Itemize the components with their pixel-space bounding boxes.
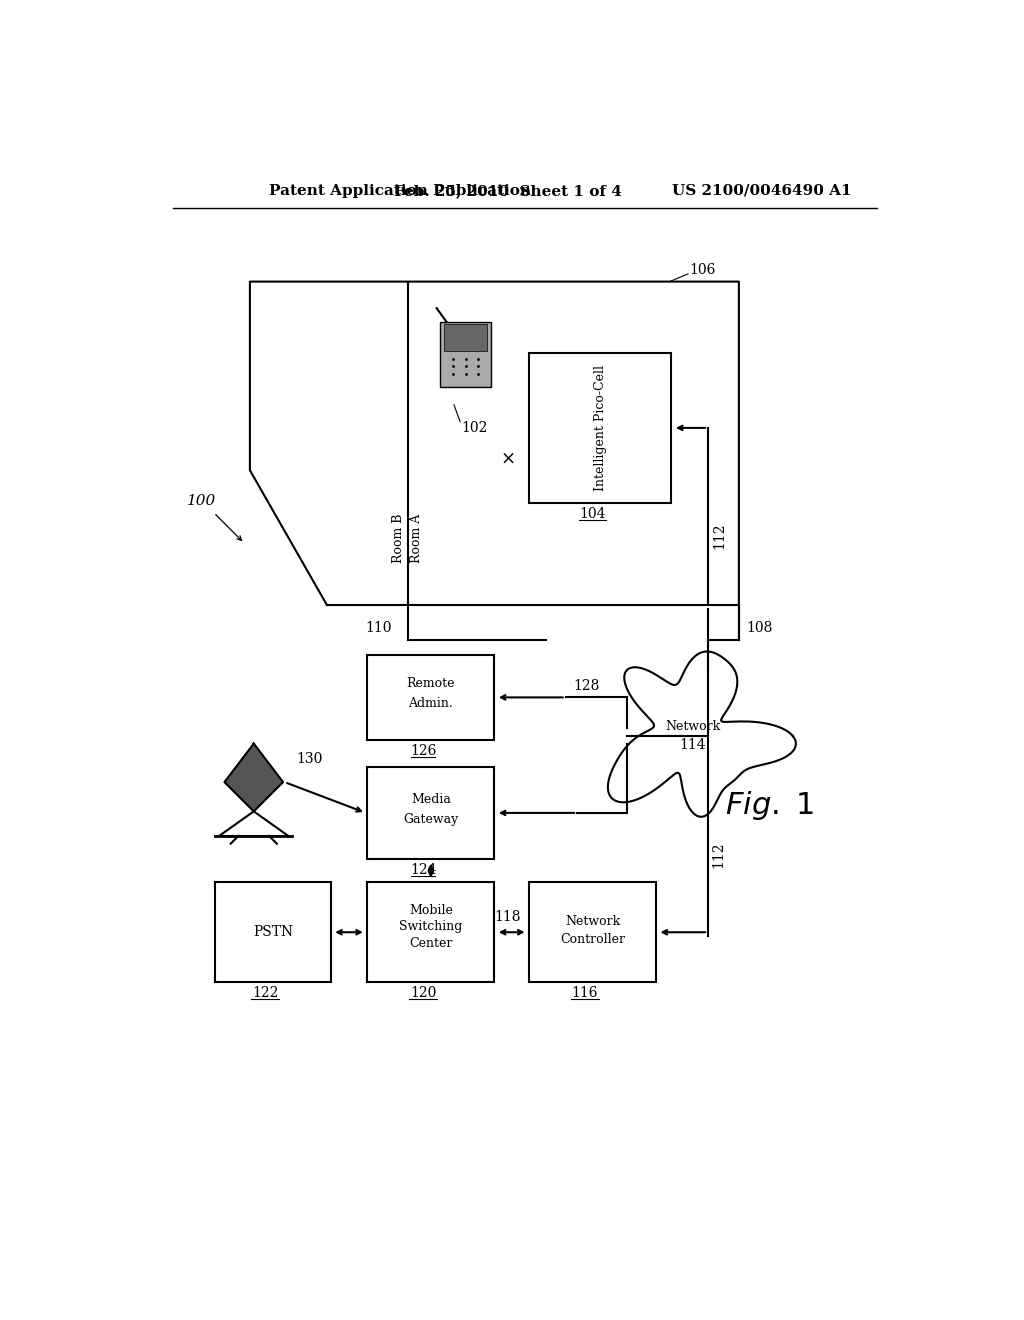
- Text: 104: 104: [580, 507, 606, 521]
- Text: PSTN: PSTN: [253, 925, 293, 940]
- Text: 118: 118: [495, 909, 521, 924]
- Bar: [529, 352, 672, 503]
- Bar: [368, 655, 495, 739]
- Text: 124: 124: [410, 863, 436, 876]
- Text: Remote: Remote: [407, 677, 455, 690]
- Text: 102: 102: [462, 421, 488, 434]
- Text: 126: 126: [410, 743, 436, 758]
- Text: US 2100/0046490 A1: US 2100/0046490 A1: [672, 183, 852, 198]
- Text: Center: Center: [410, 936, 453, 949]
- Text: 116: 116: [571, 986, 598, 1001]
- Text: 100: 100: [186, 494, 216, 508]
- Text: 112: 112: [711, 842, 725, 869]
- Text: 130: 130: [296, 752, 323, 766]
- Bar: [215, 882, 331, 982]
- Text: 128: 128: [573, 678, 600, 693]
- Bar: [443, 325, 487, 351]
- Text: Media: Media: [411, 792, 451, 805]
- Text: Patent Application Publication: Patent Application Publication: [269, 183, 531, 198]
- Text: 108: 108: [746, 622, 773, 635]
- Text: Gateway: Gateway: [403, 813, 459, 825]
- Text: 106: 106: [689, 263, 716, 277]
- Text: 112: 112: [713, 523, 727, 549]
- Text: 114: 114: [679, 738, 706, 752]
- Text: Feb. 25, 2010  Sheet 1 of 4: Feb. 25, 2010 Sheet 1 of 4: [394, 183, 622, 198]
- Text: Room A: Room A: [411, 513, 424, 562]
- Bar: [368, 882, 495, 982]
- Text: Intelligent Pico-Cell: Intelligent Pico-Cell: [594, 364, 607, 491]
- Text: Room B: Room B: [392, 513, 406, 562]
- Text: Mobile: Mobile: [409, 904, 453, 917]
- Text: Network: Network: [665, 721, 720, 733]
- Bar: [440, 322, 490, 388]
- Text: Controller: Controller: [560, 933, 625, 946]
- Text: Admin.: Admin.: [409, 697, 454, 710]
- Polygon shape: [224, 743, 283, 812]
- Text: 120: 120: [410, 986, 436, 1001]
- Text: $\mathit{Fig.\ 1}$: $\mathit{Fig.\ 1}$: [725, 789, 814, 821]
- Text: 110: 110: [366, 622, 392, 635]
- Bar: [368, 767, 495, 859]
- Text: 122: 122: [252, 986, 279, 1001]
- Text: ×: ×: [501, 450, 515, 467]
- Text: Network: Network: [565, 915, 621, 928]
- Text: Switching: Switching: [399, 920, 463, 933]
- Bar: [529, 882, 656, 982]
